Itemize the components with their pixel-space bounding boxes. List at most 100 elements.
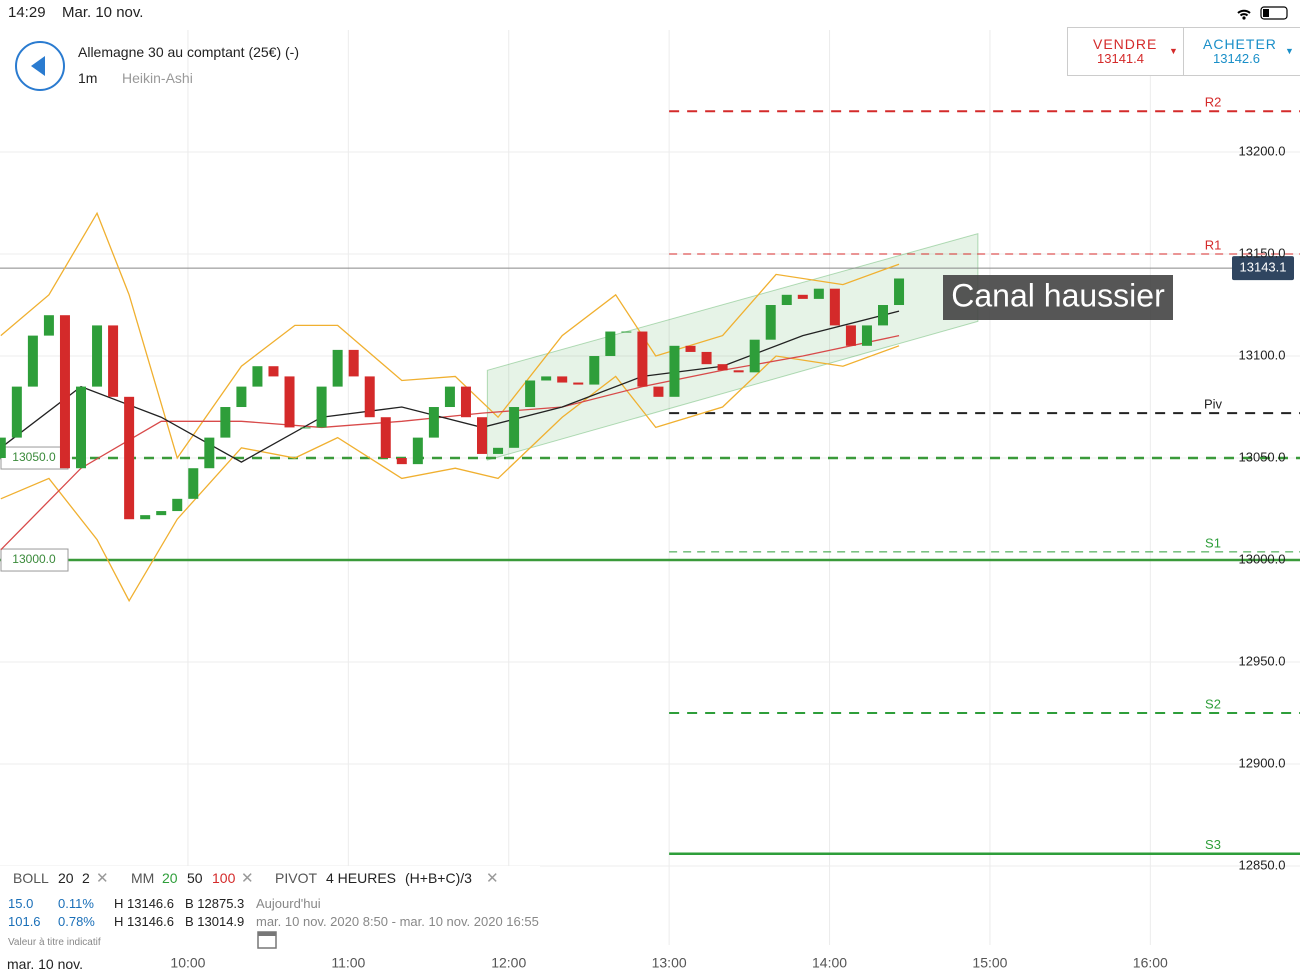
- x-tick-label: 16:00: [1133, 955, 1168, 971]
- sell-label: VENDRE: [1093, 36, 1158, 52]
- info-period: mar. 10 nov. 2020 8:50 - mar. 10 nov. 20…: [256, 914, 539, 929]
- candle-body: [220, 407, 231, 438]
- annotation: Canal haussier: [951, 277, 1165, 313]
- candle-body: [797, 294, 808, 299]
- remove-mm[interactable]: ✕: [241, 870, 254, 887]
- pivot-level-label: Piv: [1204, 397, 1223, 412]
- status-icons: [1237, 6, 1288, 20]
- candle-body: [188, 468, 199, 499]
- pivot-period: 4 HEURES: [326, 870, 397, 886]
- candle-body: [701, 351, 712, 365]
- alert-label: 13050.0: [12, 450, 56, 464]
- info-period: Aujourd'hui: [256, 896, 321, 911]
- candle-body: [236, 386, 247, 408]
- remove-pivot[interactable]: ✕: [486, 870, 499, 887]
- info-low: B 12875.3: [185, 896, 245, 911]
- candle-body: [621, 331, 632, 333]
- candle-body: [637, 331, 648, 387]
- current-price-label: 13143.1: [1240, 260, 1287, 275]
- mm-slow: 100: [212, 870, 236, 886]
- y-tick-label: 12850.0: [1239, 857, 1286, 872]
- axis-date: mar. 10 nov.: [7, 956, 84, 972]
- indicator-line: [0, 310, 900, 463]
- y-tick-label: 13050.0: [1239, 449, 1286, 464]
- current-price-box: [1232, 256, 1294, 281]
- x-tick-label: 10:00: [170, 955, 205, 971]
- calendar-icon[interactable]: [256, 928, 278, 950]
- candle-body: [300, 427, 311, 429]
- candle-body: [268, 366, 279, 377]
- candle-body: [396, 458, 407, 465]
- candle-body: [11, 386, 22, 438]
- pivot-level-label: R2: [1205, 95, 1222, 110]
- sell-arrow: ▼: [1169, 46, 1178, 56]
- sell-button[interactable]: VENDRE 13141.4 ▼: [1067, 27, 1184, 76]
- mm-label[interactable]: MM: [131, 870, 155, 886]
- boll-label[interactable]: BOLL: [13, 870, 49, 886]
- candle-body: [380, 417, 391, 459]
- pivot-level-label: S1: [1205, 535, 1221, 550]
- candle-body: [124, 396, 135, 520]
- candle-body: [717, 364, 728, 371]
- candle-body: [573, 382, 584, 385]
- candle-body: [204, 437, 215, 469]
- candle-body: [733, 370, 744, 373]
- pivot-level-label: R1: [1205, 237, 1222, 252]
- instrument-title: Allemagne 30 au comptant (25€) (-): [78, 44, 299, 60]
- candle-body: [348, 349, 359, 377]
- candle-body: [493, 447, 504, 454]
- x-tick-label: 12:00: [491, 955, 526, 971]
- trend-channel: [486, 232, 979, 461]
- info-value: 15.0: [8, 896, 34, 911]
- candle-body: [749, 339, 760, 373]
- indicator-line: [0, 211, 900, 460]
- candle-body: [27, 335, 38, 387]
- y-tick-label: 12950.0: [1239, 653, 1286, 668]
- pivot-label[interactable]: PIVOT: [275, 870, 318, 886]
- candle-body: [894, 278, 905, 306]
- back-button[interactable]: [14, 40, 66, 92]
- y-tick-label: 13200.0: [1239, 143, 1286, 158]
- candle-body: [653, 386, 664, 397]
- remove-boll[interactable]: ✕: [96, 870, 109, 887]
- candle-body: [669, 345, 680, 397]
- buy-button[interactable]: ACHETER 13142.6 ▼: [1183, 27, 1300, 76]
- candle-body: [878, 305, 889, 326]
- candle-body: [813, 288, 824, 299]
- x-tick-label: 14:00: [812, 955, 847, 971]
- candle-body: [861, 325, 872, 346]
- candle-body: [43, 315, 54, 336]
- info-high: H 13146.6: [114, 896, 174, 911]
- candle-body: [541, 376, 552, 381]
- alert-label: 13000.0: [12, 552, 56, 566]
- chart-style[interactable]: Heikin-Ashi: [122, 70, 193, 86]
- candle-body: [829, 288, 840, 326]
- buy-label: ACHETER: [1203, 36, 1277, 52]
- sell-price: 13141.4: [1097, 51, 1144, 66]
- candle-body: [316, 386, 327, 428]
- y-tick-label: 13000.0: [1239, 551, 1286, 566]
- buy-price: 13142.6: [1213, 51, 1260, 66]
- candle-body: [781, 294, 792, 306]
- alert-label-box: [0, 548, 69, 572]
- info-high: H 13146.6: [114, 914, 174, 929]
- candle-body: [605, 331, 616, 357]
- candle-body: [460, 386, 471, 418]
- candle-body: [252, 366, 263, 387]
- candle-body: [444, 386, 455, 408]
- candle-body: [92, 325, 103, 387]
- info-low: B 13014.9: [185, 914, 245, 929]
- x-tick-label: 13:00: [652, 955, 687, 971]
- candle-body: [140, 515, 151, 520]
- note: Valeur à titre indicatif: [8, 937, 101, 948]
- candle-body: [525, 380, 536, 408]
- candle-body: [477, 417, 488, 454]
- status-date: Mar. 10 nov.: [62, 4, 144, 21]
- candle-body: [156, 511, 167, 516]
- annotation-box: [943, 275, 1173, 320]
- candle-body: [284, 376, 295, 428]
- x-tick-label: 11:00: [331, 955, 365, 971]
- indicator-line: [0, 345, 900, 603]
- interval[interactable]: 1m: [78, 70, 98, 86]
